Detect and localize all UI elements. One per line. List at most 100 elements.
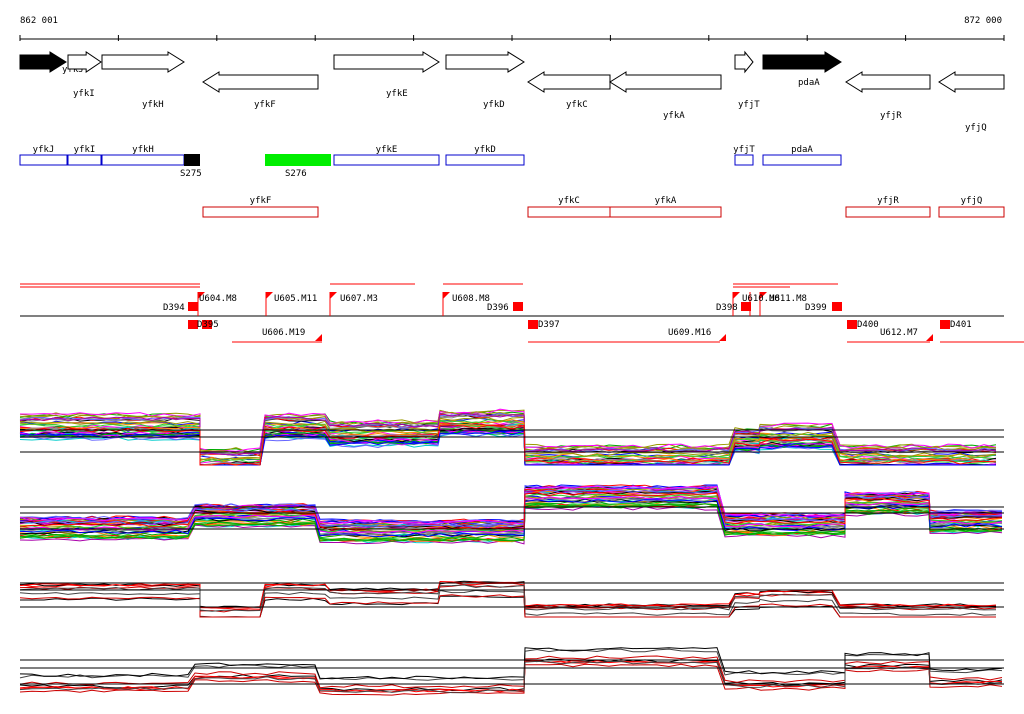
segment-label-D400: D400 [857, 320, 879, 330]
gene-label-yfkJ: yfkJ [62, 65, 84, 75]
plus-box-label-yfkJ: yfkJ [33, 145, 55, 155]
minus-box-yfkA [609, 206, 722, 218]
segment-block [202, 320, 212, 329]
plus-box-yfjT [734, 154, 754, 166]
minus-box-label-yfjQ: yfjQ [961, 196, 983, 206]
gene-arrow-yfjT [734, 50, 754, 74]
expression-trace [19, 408, 997, 452]
special-box-label-S275: S275 [180, 169, 202, 179]
segment-label-D395: D395 [197, 320, 219, 330]
gene-label-yfjT: yfjT [738, 100, 760, 110]
gene-arrow-yfjR [845, 71, 931, 93]
segment-flag [266, 292, 273, 299]
minus-box-label-yfkA: yfkA [655, 196, 677, 206]
gene-label-yfkI: yfkI [73, 89, 95, 99]
special-box-S276 [265, 154, 331, 166]
expression-trace [19, 655, 1003, 689]
gene-arrow-yfkH [101, 51, 185, 73]
segment-block [188, 302, 198, 311]
segment-block [513, 302, 523, 311]
gene-label-yfkC: yfkC [566, 100, 588, 110]
segment-block [741, 302, 751, 311]
segment-label-U611.M8: U611.M8 [769, 294, 807, 304]
segment-label-U604.M8: U604.M8 [199, 294, 237, 304]
segment-block [528, 320, 538, 329]
gene-label-yfkH: yfkH [142, 100, 164, 110]
plus-box-label-yfkH: yfkH [132, 145, 154, 155]
expression-trace [19, 580, 997, 609]
minus-box-yfjR [845, 206, 931, 218]
segment-flag [315, 334, 322, 341]
expression-panel-plus [19, 408, 1004, 466]
expression-trace [19, 416, 997, 461]
plus-box-label-yfkD: yfkD [474, 145, 496, 155]
gene-label-yfjR: yfjR [880, 111, 902, 121]
summary-panel-minus [19, 647, 1004, 696]
expression-trace [19, 584, 997, 612]
segment-label-D396: D396 [487, 303, 509, 313]
minus-box-label-yfkC: yfkC [558, 196, 580, 206]
gene-arrow-yfkF [202, 71, 319, 93]
gene-label-yfkA: yfkA [663, 111, 685, 121]
gene-label-pdaA: pdaA [798, 78, 820, 88]
gene-label-yfkD: yfkD [483, 100, 505, 110]
expression-trace [19, 433, 996, 466]
expression-trace [19, 424, 997, 466]
minus-box-yfkF [202, 206, 319, 218]
gene-arrow-pdaA [762, 51, 842, 73]
plus-box-yfkE [333, 154, 440, 166]
segment-block [188, 320, 198, 329]
plus-box-yfkH [101, 154, 185, 166]
gene-label-yfkF: yfkF [254, 100, 276, 110]
gene-arrow-yfkJ [19, 51, 67, 73]
gene-arrows-track: yfkJ yfkI yfkH yfkF yfkE yfkD yfkC yfkA yfjT pdaA… [19, 50, 1005, 133]
segment-label-U607.M3: U607.M3 [340, 294, 378, 304]
plus-box-yfkI [67, 154, 102, 166]
segment-flag [926, 334, 933, 341]
minus-box-label-yfkF: yfkF [250, 196, 272, 206]
segment-block [940, 320, 950, 329]
gene-arrow-yfkI [67, 51, 102, 73]
expression-trace [19, 432, 996, 466]
expression-trace [19, 418, 997, 462]
gene-arrow-yfkC [527, 71, 611, 93]
expression-trace [19, 430, 996, 466]
segment-label-D398: D398 [716, 303, 738, 313]
minus-box-yfkC [527, 206, 611, 218]
gene-arrow-yfjQ [938, 71, 1005, 93]
expression-trace [19, 660, 1003, 694]
plus-box-label-yfjT: yfjT [733, 145, 755, 155]
plus-box-label-yfkI: yfkI [74, 145, 96, 155]
segment-label-D397: D397 [538, 320, 560, 330]
gene-arrow-yfkE [333, 51, 440, 73]
end-coordinate: 872 000 [964, 16, 1002, 26]
special-box-label-S276: S276 [285, 169, 307, 179]
expression-trace [19, 594, 996, 618]
segment-label-D399: D399 [805, 303, 827, 313]
plus-box-pdaA [762, 154, 842, 166]
segment-label-U610.M8: U610.M8 [742, 294, 780, 304]
plus-box-yfkJ [19, 154, 68, 166]
segment-flag [198, 292, 205, 299]
gene-arrow-yfkA [609, 71, 722, 93]
expression-trace [19, 412, 997, 457]
segment-label-U605.M11: U605.M11 [274, 294, 317, 304]
plus-box-yfkD [445, 154, 525, 166]
plus-box-label-yfkE: yfkE [376, 145, 398, 155]
special-box-S275 [184, 154, 200, 166]
segment-label-U612.M7: U612.M7 [880, 328, 918, 338]
plus-box-label-pdaA: pdaA [791, 145, 813, 155]
segment-label-U606.M19: U606.M19 [262, 328, 305, 338]
segment-label-U609.M16: U609.M16 [668, 328, 711, 338]
gene-arrow-yfkD [445, 51, 525, 73]
segment-flag [760, 292, 767, 299]
gene-label-yfjQ: yfjQ [965, 123, 987, 133]
segment-flag [330, 292, 337, 299]
annotation-boxes-track: yfkJ yfkI yfkH yfkE yfkD yfjT pdaA yfkF yfkC yfkA… [19, 145, 1005, 218]
expression-trace [19, 589, 997, 618]
segment-label-D401: D401 [950, 320, 972, 330]
segment-flag [719, 334, 726, 341]
expression-panel-minus [19, 484, 1004, 545]
